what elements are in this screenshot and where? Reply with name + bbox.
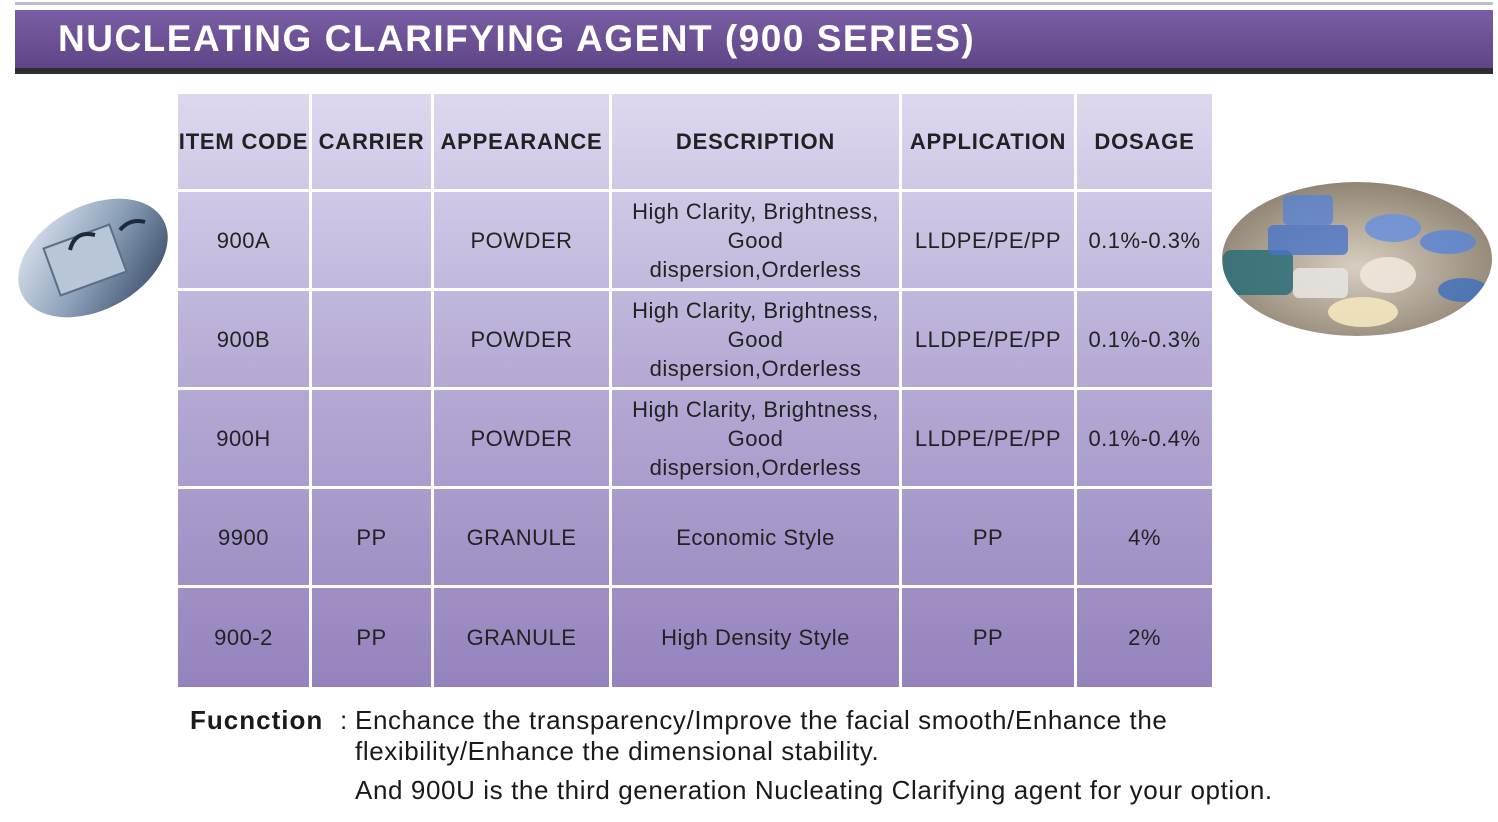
product-image-right — [1222, 182, 1492, 336]
column-header: CARRIER — [312, 94, 434, 192]
table-cell: PP — [902, 489, 1077, 588]
table-cell: 4% — [1077, 489, 1212, 588]
table-cell: 900H — [178, 390, 312, 489]
table-cell: 900-2 — [178, 588, 312, 687]
table-cell: 0.1%-0.4% — [1077, 390, 1212, 489]
table-cell: 900B — [178, 291, 312, 390]
table-cell: Economic Style — [612, 489, 902, 588]
top-rule — [15, 2, 1493, 5]
table-cell: High Clarity, Brightness, Good dispersio… — [612, 390, 902, 489]
table-cell: 0.1%-0.3% — [1077, 192, 1212, 291]
table-cell: GRANULE — [434, 489, 612, 588]
function-separator: : — [340, 705, 348, 735]
title: NUCLEATING CLARIFYING AGENT (900 SERIES) — [58, 18, 976, 59]
table-cell: PP — [312, 588, 434, 687]
table-cell: 9900 — [178, 489, 312, 588]
table-cell: 0.1%-0.3% — [1077, 291, 1212, 390]
column-header: ITEM CODE — [178, 94, 312, 192]
table-cell: POWDER — [434, 291, 612, 390]
table-cell: 2% — [1128, 625, 1161, 650]
product-image-left — [18, 198, 168, 318]
table-cell: High Clarity, Brightness, Good dispersio… — [612, 291, 902, 390]
product-table: ITEM CODE CARRIER APPEARANCE DESCRIPTION APP… — [178, 94, 1212, 687]
function-label: Fucnction — [190, 705, 324, 735]
function-note: And 900U is the third generation Nucleat… — [355, 775, 1273, 805]
table-cell: High Clarity, Brightness, Good dispersio… — [612, 192, 902, 291]
table-cell: PP — [312, 489, 434, 588]
table-cell — [312, 192, 434, 291]
table-cell: LLDPE/PE/PP — [902, 192, 1077, 291]
table-cell — [312, 390, 434, 489]
table-cell: POWDER — [434, 390, 612, 489]
table-cell: LLDPE/PE/PP — [902, 390, 1077, 489]
table-cell — [312, 291, 434, 390]
table-cell: POWDER — [434, 192, 612, 291]
column-header: DOSAGE — [1077, 94, 1212, 192]
table-cell: LLDPE/PE/PP — [902, 291, 1077, 390]
function-text: Enchance the transparency/Improve the fa… — [355, 705, 1168, 766]
column-header: APPEARANCE — [434, 94, 612, 192]
table-cell: GRANULE — [434, 588, 612, 687]
table-cell: 900A — [178, 192, 312, 291]
table-cell: High Density Style — [612, 588, 902, 687]
column-header: APPLICATION — [902, 94, 1077, 192]
table-cell: PP — [902, 588, 1077, 687]
title-bar — [15, 10, 1493, 74]
column-header: DESCRIPTION — [612, 94, 902, 192]
